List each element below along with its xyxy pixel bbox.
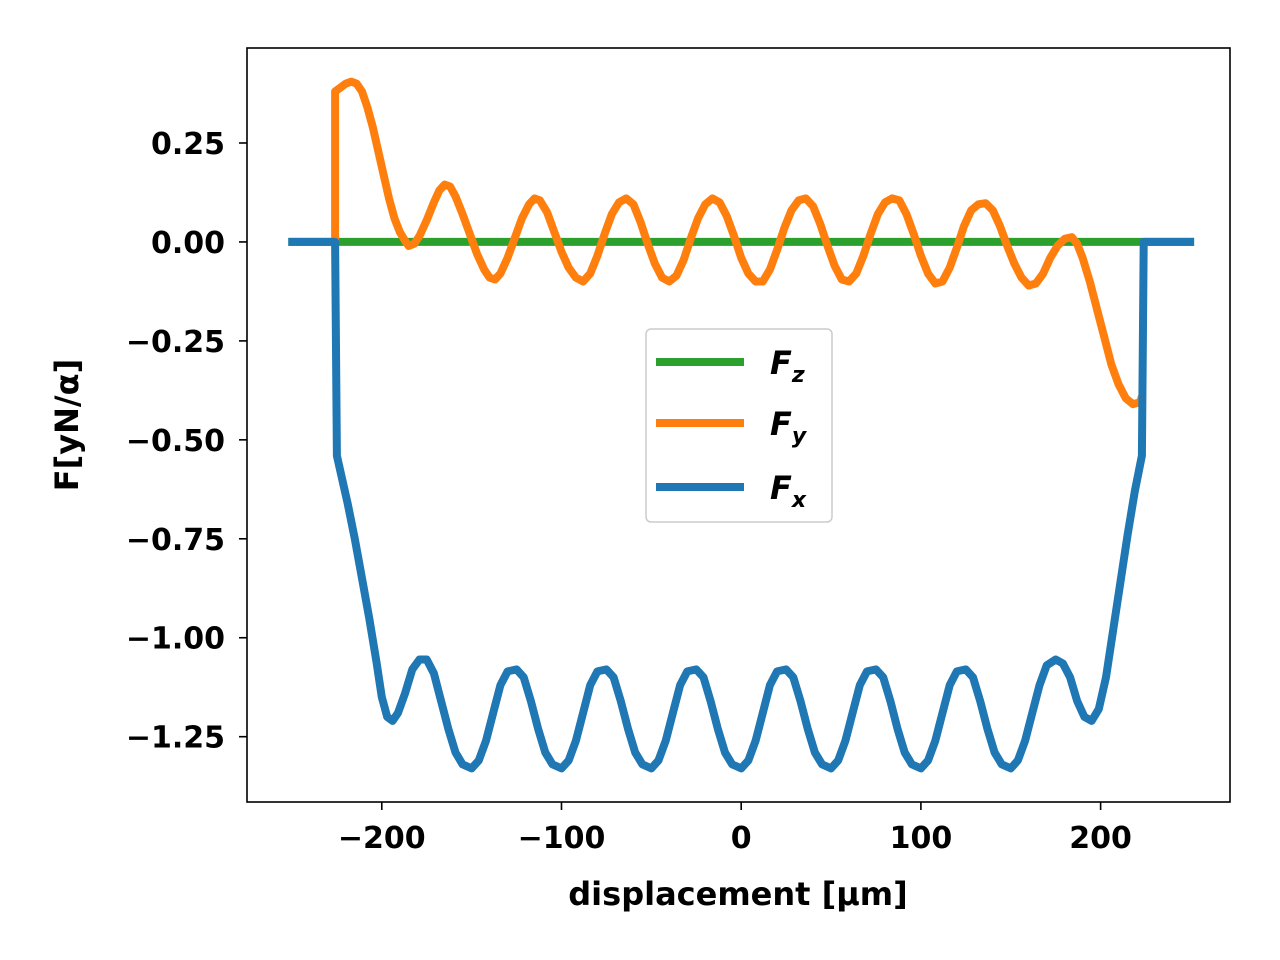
x-tick-label: −100 <box>518 821 606 856</box>
y-tick-label: −0.50 <box>126 424 225 459</box>
y-tick-label: −0.25 <box>126 325 225 360</box>
x-tick-label: −200 <box>338 821 426 856</box>
y-tick-label: −1.00 <box>126 622 225 657</box>
y-tick-label: 0.25 <box>151 127 225 162</box>
legend-label-fx: Fx <box>770 469 807 513</box>
x-tick-label: 0 <box>731 821 752 856</box>
plot-frame <box>246 47 1231 803</box>
x-tick-label: 200 <box>1069 821 1132 856</box>
y-tick-label: −0.75 <box>126 523 225 558</box>
x-axis: −200 −100 0 100 200 <box>338 802 1132 856</box>
y-tick-label: 0.00 <box>151 226 225 261</box>
y-axis: 0.25 0.00 −0.25 −0.50 −0.75 −1.00 −1.25 <box>126 127 247 756</box>
x-tick-label: 100 <box>890 821 953 856</box>
x-axis-label: displacement [μm] <box>568 875 907 913</box>
legend-label-fy: Fy <box>770 405 808 449</box>
y-axis-label: F[yN/α] <box>48 359 86 491</box>
y-tick-label: −1.25 <box>126 721 225 756</box>
series-line-fy <box>331 77 1146 409</box>
legend-label-fz: Fz <box>770 344 805 388</box>
series-layer <box>288 77 1195 773</box>
series-line-fx <box>288 237 1195 773</box>
legend: Fz Fy Fx <box>645 328 833 523</box>
